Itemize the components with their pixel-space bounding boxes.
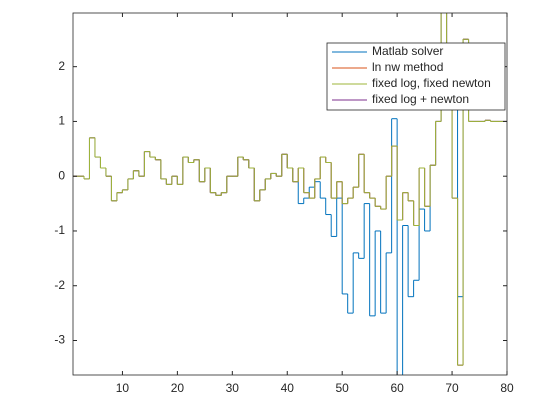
y-tick-label: 1: [58, 114, 65, 128]
legend-label: fixed log, fixed newton: [372, 76, 491, 90]
y-tick-label: -2: [54, 278, 65, 292]
axes-box: [72, 12, 508, 376]
plot-lines: [73, 13, 507, 375]
legend: Matlab solver ln nw method fixed log, fixe…: [326, 42, 506, 111]
x-tick-label: 40: [281, 381, 295, 395]
x-tick-label: 50: [336, 381, 350, 395]
x-tick-label: 80: [500, 381, 514, 395]
y-tick-label: -3: [54, 333, 65, 347]
x-tick-label: 10: [116, 381, 130, 395]
x-tick-label: 20: [171, 381, 185, 395]
x-tick-label: 30: [226, 381, 240, 395]
x-tick-label: 70: [445, 381, 459, 395]
x-tick-label: 60: [390, 381, 404, 395]
legend-label: Matlab solver: [372, 44, 443, 58]
legend-label: fixed log + newton: [372, 92, 469, 106]
y-tick-label: -1: [54, 223, 65, 237]
legend-box: [326, 42, 506, 111]
y-tick-label: 0: [58, 168, 65, 182]
axes: 10 20 30 40 50 60 70 80 -3 -2 -1 0 1 2: [54, 13, 514, 395]
y-tick-label: 2: [58, 59, 65, 73]
legend-label: ln nw method: [372, 60, 443, 74]
stairs-series: [73, 13, 507, 366]
